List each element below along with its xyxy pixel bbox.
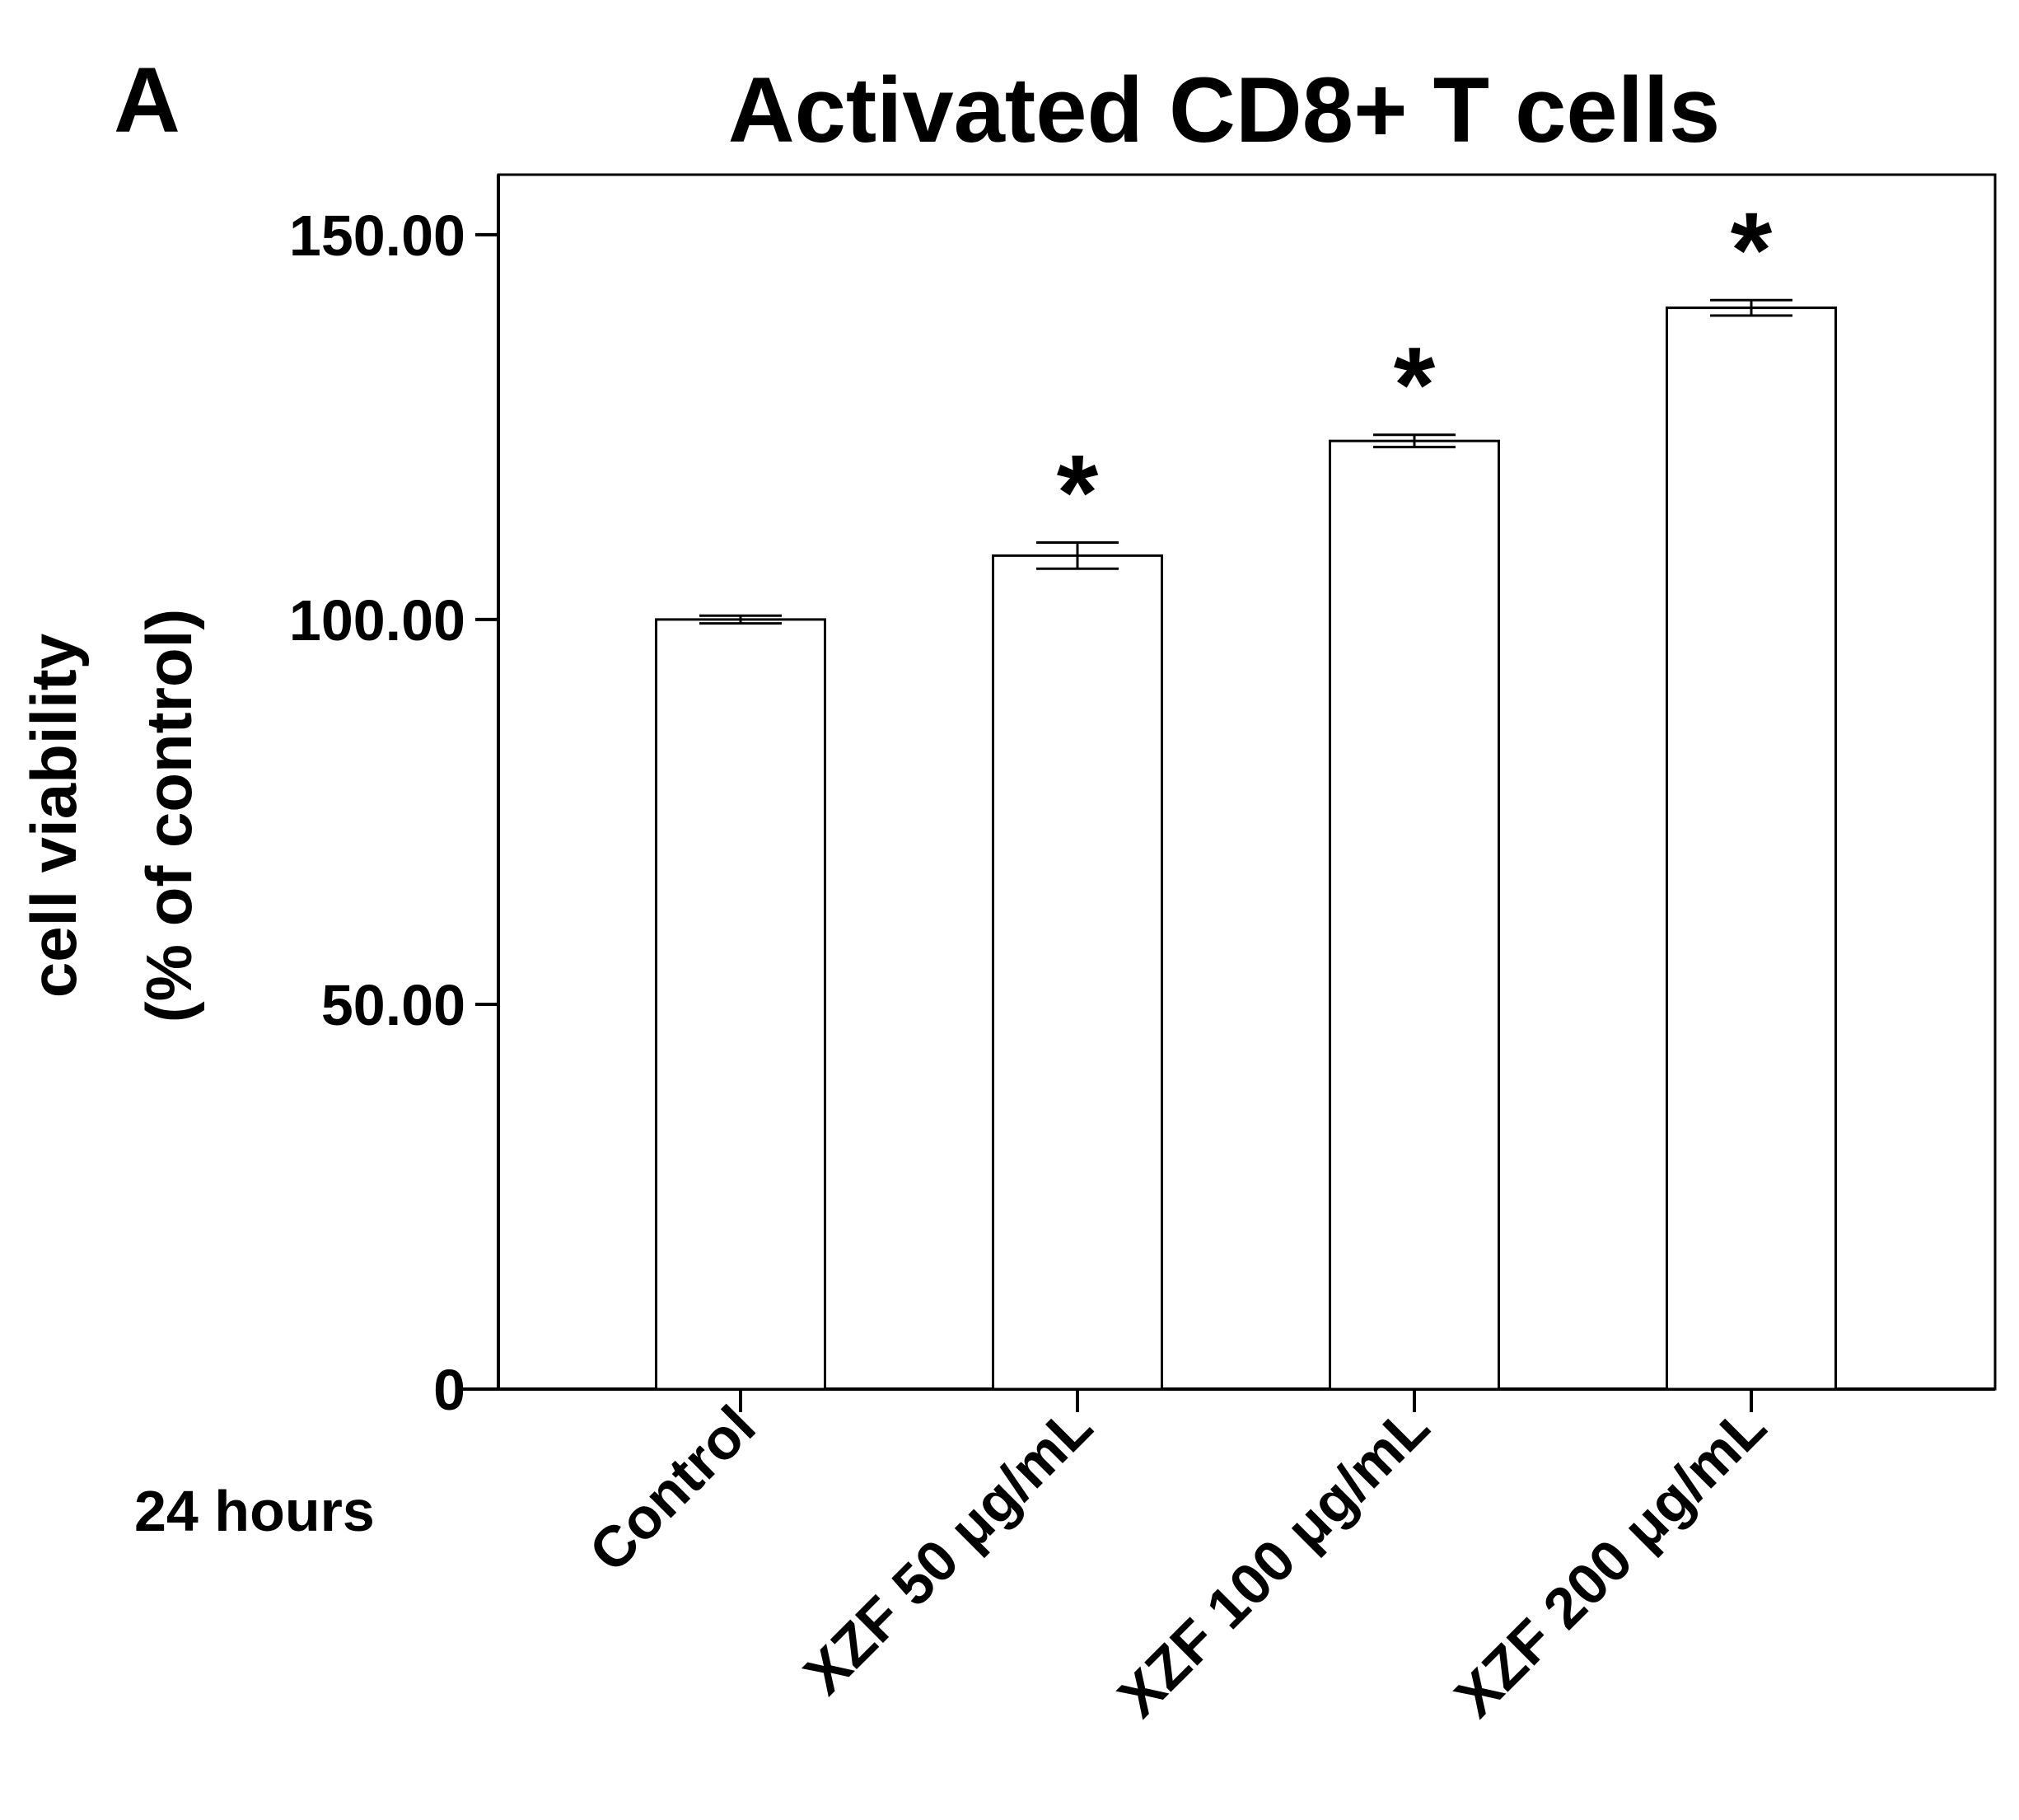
error-bars bbox=[699, 298, 1792, 625]
significance-marks: * * * bbox=[1057, 189, 1773, 552]
y-axis-label: cell viability (% of control) bbox=[17, 609, 205, 1023]
y-tick-label: 150.00 bbox=[289, 204, 465, 268]
x-tick-label: Control bbox=[577, 1393, 768, 1584]
significance-asterisk: * bbox=[1731, 189, 1773, 310]
bar bbox=[655, 618, 826, 1391]
y-tick-label: 100.00 bbox=[289, 588, 465, 653]
bar bbox=[1666, 306, 1837, 1391]
significance-asterisk: * bbox=[1394, 325, 1436, 445]
x-tick-label: XZF 200 μg/mL bbox=[1442, 1393, 1778, 1729]
x-tick-label: XZF 100 μg/mL bbox=[1105, 1393, 1441, 1729]
y-axis-label-line-2: (% of control) bbox=[133, 609, 205, 1023]
bars bbox=[655, 306, 1837, 1391]
x-tick-label: XZF 50 μg/mL bbox=[792, 1393, 1105, 1706]
y-tick-label: 0 bbox=[433, 1358, 465, 1422]
y-tick-label: 50.00 bbox=[321, 973, 465, 1037]
x-axis bbox=[461, 1387, 1995, 1412]
error-bar bbox=[1036, 540, 1119, 570]
y-axis: 0 50.00 100.00 150.00 bbox=[289, 175, 500, 1422]
error-bar bbox=[1710, 298, 1792, 317]
chart-title: Activated CD8+ T cells bbox=[728, 58, 1721, 161]
condition-label: 24 hours bbox=[134, 1479, 375, 1543]
error-bar bbox=[699, 614, 782, 625]
error-bar bbox=[1373, 433, 1456, 449]
x-tick-labels: Control XZF 50 μg/mL XZF 100 μg/mL XZF 200 … bbox=[577, 1393, 1778, 1729]
bar bbox=[992, 554, 1163, 1391]
significance-asterisk: * bbox=[1057, 432, 1099, 552]
y-axis-label-line-1: cell viability bbox=[17, 634, 90, 998]
panel-label: A bbox=[114, 49, 180, 152]
bar bbox=[1329, 439, 1500, 1391]
